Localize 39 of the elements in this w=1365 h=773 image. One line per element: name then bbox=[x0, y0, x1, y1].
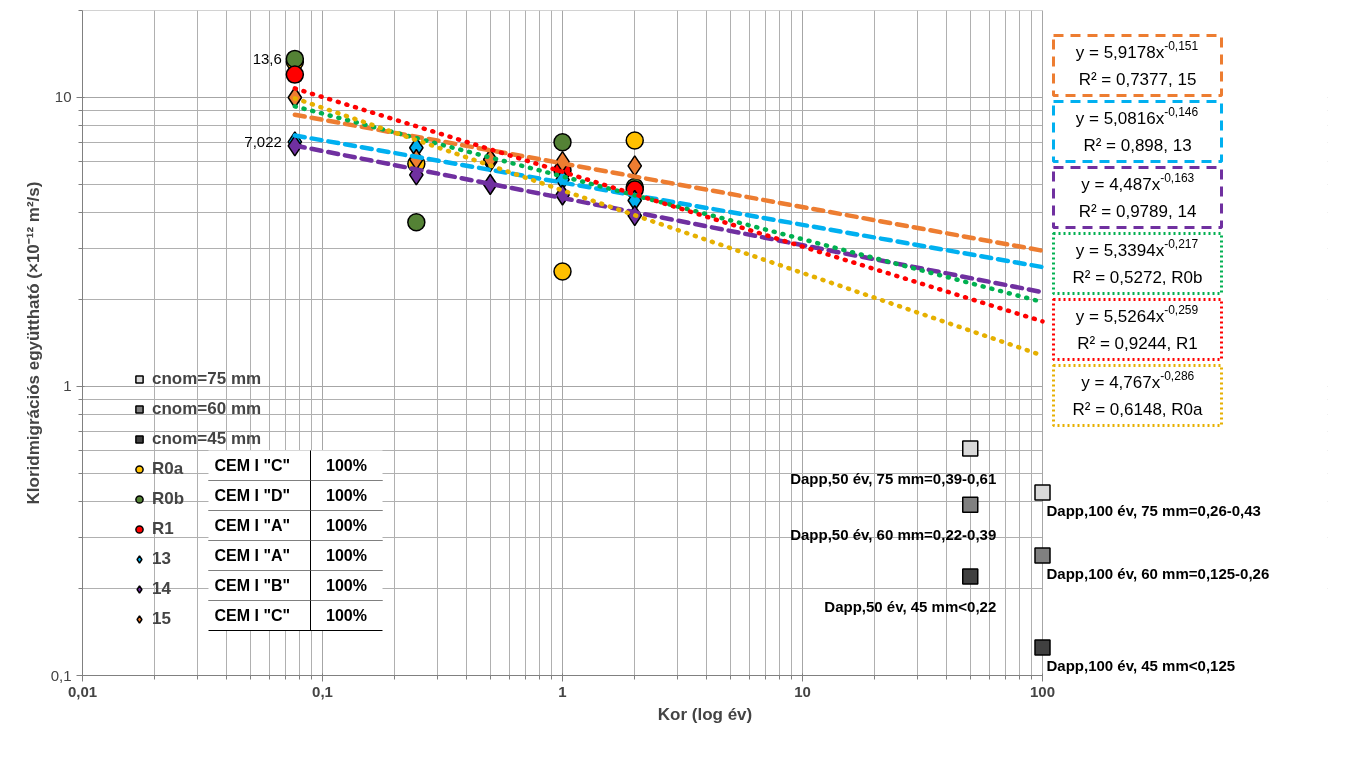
data-label: 13,6 bbox=[252, 49, 282, 67]
x-tick-label: 0,01 bbox=[67, 682, 98, 700]
text: Dapp,100 év, 75 mm=0,26-0,43 bbox=[1046, 501, 1261, 519]
y-tick-label: 1 bbox=[63, 377, 72, 395]
x-tick-label: 1 bbox=[558, 682, 567, 700]
annotation: CEM I "A" bbox=[214, 517, 291, 534]
x-axis-title: Kor (log év) bbox=[657, 704, 753, 724]
legend-label: R0b bbox=[152, 488, 185, 510]
y-tick-label: 0,1 bbox=[50, 666, 72, 684]
annotation: 100% bbox=[326, 607, 367, 624]
annotation: CEM I "B" bbox=[214, 577, 291, 594]
annotation: 100% bbox=[326, 577, 367, 594]
legend-label: R0a bbox=[152, 458, 184, 480]
y-axis-title: Kloridmigrációs együttható (×10⁻¹² m²/s) bbox=[23, 181, 43, 505]
legend-label: 14 bbox=[152, 578, 172, 600]
annotation: 100% bbox=[326, 547, 367, 564]
annotation: CEM I "D" bbox=[214, 487, 291, 504]
x-tick-label: 0,1 bbox=[312, 682, 333, 700]
annotation: Dapp,50 év, 45 mm<0,22 bbox=[824, 598, 997, 616]
text: Dapp,100 év, 45 mm<0,125 bbox=[1046, 656, 1236, 674]
legend-label: 13 bbox=[152, 548, 172, 570]
y-tick-label: 10 bbox=[54, 88, 72, 106]
annotation: 100% bbox=[326, 457, 367, 474]
data-label: 7,022 bbox=[244, 132, 282, 150]
annotation: CEM I "C" bbox=[214, 607, 291, 624]
legend-label: cnom=60 mm bbox=[152, 398, 262, 420]
text: Dapp,100 év, 60 mm=0,125-0,26 bbox=[1046, 565, 1270, 583]
annotation: 100% bbox=[326, 487, 367, 504]
annotation: CEM I "C" bbox=[214, 457, 291, 474]
legend-label: cnom=45 mm bbox=[152, 428, 262, 450]
annotation: Dapp,50 év, 75 mm=0,39-0,61 bbox=[790, 470, 997, 488]
legend-label: 15 bbox=[152, 608, 172, 630]
legend-label: cnom=75 mm bbox=[152, 368, 262, 390]
annotation: CEM I "A" bbox=[214, 547, 291, 564]
x-tick-label: 100 bbox=[1029, 682, 1056, 700]
annotation: 100% bbox=[326, 517, 367, 534]
annotation: Dapp,50 év, 60 mm=0,22-0,39 bbox=[790, 526, 997, 544]
x-tick-label: 10 bbox=[794, 682, 811, 700]
legend-label: R1 bbox=[152, 518, 174, 540]
